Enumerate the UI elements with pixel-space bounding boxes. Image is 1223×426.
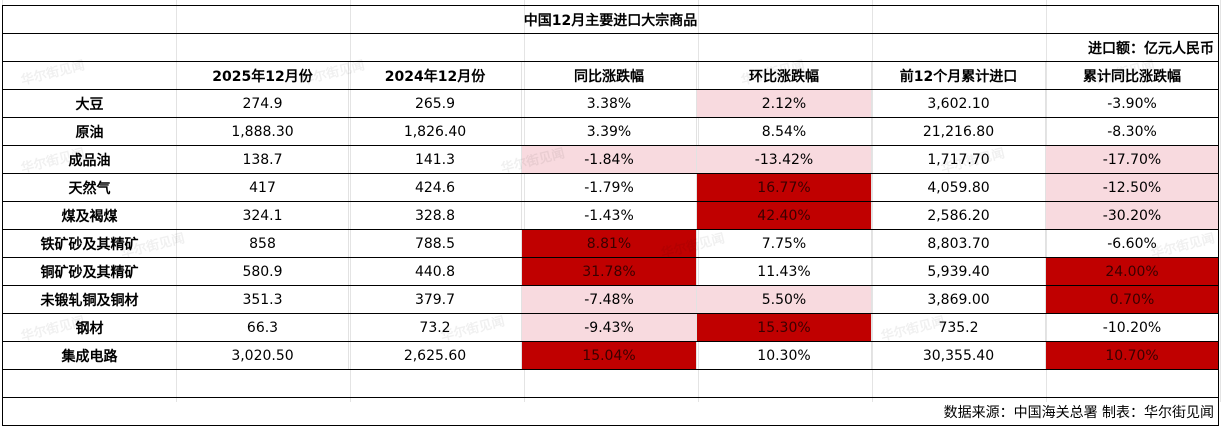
- cell-cum-yoy: -30.20%: [1044, 201, 1220, 230]
- cell-yoy: 3.39%: [521, 117, 697, 146]
- cell-yoy: -1.43%: [521, 201, 697, 230]
- cell-cum-yoy: 24.00%: [1044, 257, 1220, 286]
- cell-yoy: -1.79%: [521, 173, 697, 202]
- cell-dec-2025: 274.9: [176, 89, 349, 118]
- cell-yoy: -1.84%: [521, 145, 697, 174]
- cell-yoy: 31.78%: [521, 257, 697, 286]
- cell-dec-2024: 1,826.40: [348, 117, 522, 146]
- cell-dec-2024: 379.7: [348, 285, 522, 314]
- cell-dec-2025: 138.7: [176, 145, 349, 174]
- table-row: 钢材 66.3 73.2 -9.43% 15.30% 735.2 -10.20%: [2, 313, 1220, 342]
- title-row: 中国12月主要进口大宗商品: [1, 5, 1220, 34]
- cell-cum12: 4,059.80: [871, 173, 1046, 202]
- commodity-name: 铜矿砂及其精矿: [2, 257, 177, 286]
- cell-dec-2025: 351.3: [176, 285, 349, 314]
- cell-cum12: 8,803.70: [871, 229, 1046, 258]
- cell-cum-yoy: -17.70%: [1044, 145, 1220, 174]
- cell-cum12: 3,869.00: [871, 285, 1046, 314]
- cell-mom: 15.30%: [696, 313, 872, 342]
- spacer-row: [1, 369, 1220, 398]
- cell-mom: 42.40%: [696, 201, 872, 230]
- cell-mom: 11.43%: [696, 257, 872, 286]
- commodity-name: 未锻轧铜及铜材: [2, 285, 177, 314]
- cell-cum-yoy: -6.60%: [1044, 229, 1220, 258]
- commodity-name: 原油: [2, 117, 177, 146]
- header-cum12: 前12个月累计进口: [871, 61, 1046, 90]
- table-row: 集成电路 3,020.50 2,625.60 15.04% 10.30% 30,…: [2, 341, 1220, 370]
- commodity-name: 钢材: [2, 313, 177, 342]
- commodity-name: 天然气: [2, 173, 177, 202]
- cell-mom: 5.50%: [696, 285, 872, 314]
- cell-cum-yoy: 0.70%: [1044, 285, 1220, 314]
- cell-dec-2025: 3,020.50: [176, 341, 349, 370]
- cell-dec-2024: 424.6: [348, 173, 522, 202]
- cell-dec-2024: 440.8: [348, 257, 522, 286]
- cell-cum-yoy: -3.90%: [1044, 89, 1220, 118]
- table-row: 大豆 274.9 265.9 3.38% 2.12% 3,602.10 -3.9…: [2, 89, 1220, 118]
- cell-dec-2024: 2,625.60: [348, 341, 522, 370]
- cell-cum12: 2,586.20: [871, 201, 1046, 230]
- header-yoy: 同比涨跌幅: [521, 61, 697, 90]
- header-mom: 环比涨跌幅: [696, 61, 872, 90]
- cell-yoy: -7.48%: [521, 285, 697, 314]
- header-row: 2025年12月份 2024年12月份 同比涨跌幅 环比涨跌幅 前12个月累计进…: [2, 61, 1220, 90]
- cell-dec-2024: 265.9: [348, 89, 522, 118]
- cell-cum12: 735.2: [871, 313, 1046, 342]
- cell-dec-2025: 580.9: [176, 257, 349, 286]
- cell-dec-2024: 141.3: [348, 145, 522, 174]
- cell-yoy: 8.81%: [521, 229, 697, 258]
- cell-dec-2024: 788.5: [348, 229, 522, 258]
- cell-cum12: 3,602.10: [871, 89, 1046, 118]
- cell-dec-2024: 73.2: [348, 313, 522, 342]
- cell-mom: 16.77%: [696, 173, 872, 202]
- table-title: 中国12月主要进口大宗商品: [1, 5, 1220, 34]
- commodity-name: 集成电路: [2, 341, 177, 370]
- header-dec-2024: 2024年12月份: [348, 61, 522, 90]
- cell-dec-2025: 324.1: [176, 201, 349, 230]
- cell-dec-2025: 66.3: [176, 313, 349, 342]
- table-row: 成品油 138.7 141.3 -1.84% -13.42% 1,717.70 …: [2, 145, 1220, 174]
- table-row: 铜矿砂及其精矿 580.9 440.8 31.78% 11.43% 5,939.…: [2, 257, 1220, 286]
- header-commodity: [2, 61, 177, 90]
- cell-mom: -13.42%: [696, 145, 872, 174]
- cell-mom: 7.75%: [696, 229, 872, 258]
- unit-row: 进口额：亿元人民币: [1, 33, 1220, 62]
- cell-dec-2025: 417: [176, 173, 349, 202]
- commodity-name: 大豆: [2, 89, 177, 118]
- cell-cum-yoy: -10.20%: [1044, 313, 1220, 342]
- cell-yoy: 3.38%: [521, 89, 697, 118]
- table-row: 原油 1,888.30 1,826.40 3.39% 8.54% 21,216.…: [2, 117, 1220, 146]
- table-row: 天然气 417 424.6 -1.79% 16.77% 4,059.80 -12…: [2, 173, 1220, 202]
- cell-mom: 2.12%: [696, 89, 872, 118]
- cell-cum-yoy: 10.70%: [1044, 341, 1220, 370]
- cell-dec-2024: 328.8: [348, 201, 522, 230]
- cell-dec-2025: 858: [176, 229, 349, 258]
- cell-cum12: 5,939.40: [871, 257, 1046, 286]
- cell-dec-2025: 1,888.30: [176, 117, 349, 146]
- header-cum-yoy: 累计同比涨跌幅: [1044, 61, 1220, 90]
- cell-cum12: 30,355.40: [871, 341, 1046, 370]
- table-row: 煤及褐煤 324.1 328.8 -1.43% 42.40% 2,586.20 …: [2, 201, 1220, 230]
- commodity-name: 铁矿砂及其精矿: [2, 229, 177, 258]
- commodity-name: 成品油: [2, 145, 177, 174]
- commodity-name: 煤及褐煤: [2, 201, 177, 230]
- commodity-import-table: 中国12月主要进口大宗商品 进口额：亿元人民币 2025年12月份 2024年1…: [1, 5, 1220, 426]
- cell-cum-yoy: -12.50%: [1044, 173, 1220, 202]
- blank-row: [1, 369, 1220, 398]
- unit-note: 进口额：亿元人民币: [1, 33, 1220, 62]
- table-row: 铁矿砂及其精矿 858 788.5 8.81% 7.75% 8,803.70 -…: [2, 229, 1220, 258]
- table-row: 未锻轧铜及铜材 351.3 379.7 -7.48% 5.50% 3,869.0…: [2, 285, 1220, 314]
- cell-cum12: 21,216.80: [871, 117, 1046, 146]
- cell-cum12: 1,717.70: [871, 145, 1046, 174]
- cell-yoy: 15.04%: [521, 341, 697, 370]
- cell-mom: 10.30%: [696, 341, 872, 370]
- header-dec-2025: 2025年12月份: [176, 61, 349, 90]
- cell-yoy: -9.43%: [521, 313, 697, 342]
- cell-mom: 8.54%: [696, 117, 872, 146]
- cell-cum-yoy: -8.30%: [1044, 117, 1220, 146]
